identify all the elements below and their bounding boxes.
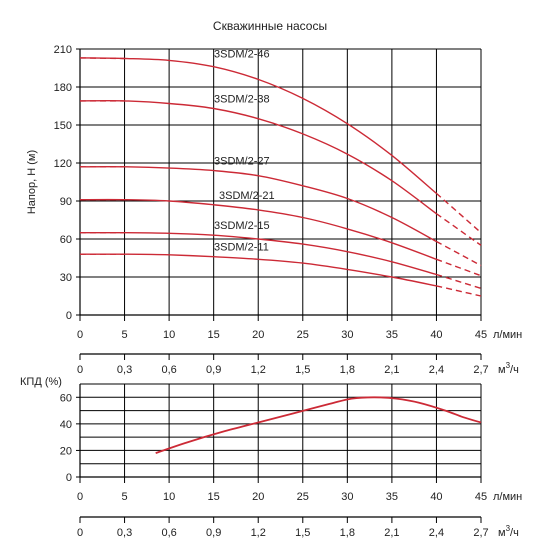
series-label: 3SDM/2-11 (214, 242, 269, 254)
x-tick-label: 40 (430, 329, 442, 341)
x2-tick-label: 0,9 (206, 364, 221, 376)
y-tick-label: 30 (60, 272, 72, 284)
y-tick-label: 0 (66, 472, 72, 484)
series-label: 3SDM/2-38 (214, 94, 270, 106)
x-tick-label: 5 (121, 329, 127, 341)
series-3sdm-2-21: 3SDM/2-21 (79, 190, 482, 277)
y-axis-label: Напор, Н (м) (26, 150, 38, 214)
x-tick-label: 0 (77, 491, 83, 503)
y-tick-label: 60 (60, 392, 72, 404)
x-axis-unit: л/мин (493, 491, 522, 503)
x2-tick-label: 1,8 (340, 527, 355, 539)
series-line (79, 100, 437, 215)
series-label: 3SDM/2-21 (219, 190, 275, 202)
series-line (79, 253, 437, 287)
y-tick-label: 120 (54, 158, 72, 170)
x2-tick-label: 0 (77, 364, 83, 376)
x2-tick-label: 0 (77, 527, 83, 539)
x-tick-label: 20 (252, 491, 264, 503)
x2-tick-label: 1,8 (340, 364, 355, 376)
x-tick-label: 20 (252, 329, 264, 341)
x-tick-label: 25 (297, 491, 309, 503)
y-axis-label: КПД (%) (20, 376, 62, 388)
x-tick-label: 10 (163, 491, 175, 503)
efficiency-chart: 0 20 40 60 0 5 10 15 20 25 30 35 40 45 0 0,3 0,6 0,9 1,2 1,… (20, 376, 522, 539)
series-line (79, 198, 437, 260)
y-tick-label: 90 (60, 196, 72, 208)
series-label: 3SDM/2-15 (214, 220, 270, 232)
y-tick-label: 20 (60, 445, 72, 457)
x2-tick-label: 0,3 (117, 527, 132, 539)
series-line (79, 166, 437, 243)
series-line-dashed-end (436, 240, 482, 267)
y-tick-label: 0 (66, 310, 72, 322)
x2-tick-label: 2,7 (473, 364, 488, 376)
series-3sdm-2-15: 3SDM/2-15 (79, 220, 482, 290)
series-line (79, 57, 437, 194)
series-line-dashed-end (436, 258, 482, 277)
x-axis-unit: л/мин (493, 329, 522, 341)
x2-tick-label: 2,1 (384, 364, 399, 376)
x2-tick-label: 1,2 (251, 527, 266, 539)
x2-tick-label: 0,9 (206, 527, 221, 539)
x-tick-label: 40 (430, 491, 442, 503)
x-tick-label: 15 (208, 491, 220, 503)
series-3sdm-2-11: 3SDM/2-11 (79, 242, 482, 297)
series-line-dashed-end (436, 273, 482, 290)
x-tick-label: 35 (386, 329, 398, 341)
y-tick-label: 180 (54, 82, 72, 94)
series-line (79, 231, 437, 276)
x-tick-label: 15 (208, 329, 220, 341)
series-3sdm-2-46: 3SDM/2-46 (79, 49, 482, 234)
x2-tick-label: 1,5 (295, 527, 310, 539)
x-tick-label: 30 (341, 329, 353, 341)
series-label: 3SDM/2-46 (214, 49, 270, 61)
x2-tick-label: 2,1 (384, 527, 399, 539)
x-tick-label: 45 (475, 329, 487, 341)
series-line-dashed-start (79, 57, 125, 60)
chart-title: Скважинные насосы (213, 19, 327, 33)
head-chart: 0 30 60 90 120 150 180 210 0 5 10 15 20 25 30 35 40 45 0 0,… (26, 44, 522, 376)
x-tick-label: 0 (77, 329, 83, 341)
series-line-dashed-end (436, 213, 482, 246)
x2-tick-label: 2,7 (473, 527, 488, 539)
x2-tick-label: 0,3 (117, 364, 132, 376)
series-label: 3SDM/2-27 (214, 156, 270, 168)
series-3sdm-2-27: 3SDM/2-27 (79, 156, 482, 267)
x-tick-label: 45 (475, 491, 487, 503)
x2-tick-label: 2,4 (429, 364, 444, 376)
x-tick-label: 10 (163, 329, 175, 341)
y-tick-label: 40 (60, 419, 72, 431)
y-tick-label: 210 (54, 44, 72, 56)
series-line-dashed-end (435, 192, 482, 234)
x-tick-label: 35 (386, 491, 398, 503)
x2-tick-label: 1,2 (251, 364, 266, 376)
x2-axis-unit: м3/ч (498, 361, 519, 376)
x2-tick-label: 2,4 (429, 527, 444, 539)
x2-tick-label: 0,6 (161, 527, 176, 539)
series-3sdm-2-38: 3SDM/2-38 (79, 94, 482, 246)
x2-tick-label: 1,5 (295, 364, 310, 376)
x-tick-label: 30 (341, 491, 353, 503)
x2-tick-label: 0,6 (161, 364, 176, 376)
y-tick-label: 60 (60, 234, 72, 246)
efficiency-curve (155, 396, 482, 454)
y-tick-label: 150 (54, 120, 72, 132)
series-line (155, 396, 482, 454)
x-tick-label: 5 (121, 491, 127, 503)
x-tick-label: 25 (297, 329, 309, 341)
series-line-dashed-end (436, 285, 482, 297)
x2-axis-unit: м3/ч (498, 524, 519, 539)
